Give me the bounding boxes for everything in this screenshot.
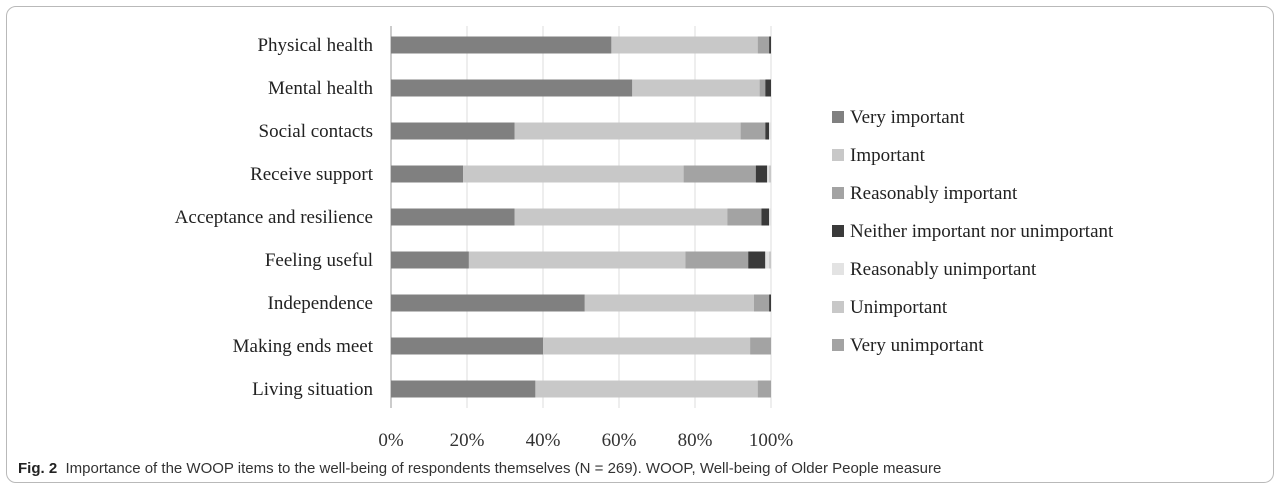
bars [391, 36, 771, 398]
bar-segment [391, 208, 515, 226]
x-tick-label: 40% [526, 430, 561, 451]
legend-label: Important [850, 145, 926, 166]
bar-segment [391, 251, 469, 269]
caption-label: Fig. 2 [18, 460, 58, 477]
bar-segment [391, 36, 612, 54]
category-label: Making ends meet [233, 336, 374, 357]
bar-segment [757, 380, 771, 398]
bar-segment [769, 36, 771, 54]
legend-swatch [832, 225, 844, 237]
x-tick-label: 20% [450, 430, 485, 451]
bar-segment [755, 165, 768, 183]
category-label: Independence [268, 293, 374, 314]
legend-label: Reasonably important [850, 183, 1018, 204]
legend-swatch [832, 111, 844, 123]
bar-segment [727, 208, 762, 226]
legend-label: Unimportant [850, 297, 948, 318]
bar-segment [468, 251, 686, 269]
category-labels: Physical health Mental health Social conta… [175, 35, 374, 400]
bar-segment [391, 337, 543, 355]
category-label: Social contacts [259, 121, 374, 142]
bar-segment [769, 122, 771, 140]
legend-swatch [832, 339, 844, 351]
category-label: Acceptance and resilience [175, 207, 373, 228]
bar-segment [391, 294, 585, 312]
bar-segment [769, 208, 771, 226]
bar-segment [514, 208, 728, 226]
bar-segment [463, 165, 684, 183]
bar-segment [769, 251, 771, 269]
bar-segment [753, 294, 770, 312]
bar-segment [683, 165, 756, 183]
bar-segment [535, 380, 758, 398]
bar-segment [765, 122, 770, 140]
category-label: Receive support [250, 164, 374, 185]
legend-label: Very unimportant [850, 335, 984, 356]
legend-swatch [832, 187, 844, 199]
caption-text: Importance of the WOOP items to the well… [65, 460, 942, 477]
figure-caption: Fig. 2 Importance of the WOOP items to t… [18, 460, 1268, 477]
bar-segment [761, 208, 770, 226]
bar-segment [391, 79, 633, 97]
legend-label: Neither important nor unimportant [850, 221, 1114, 242]
bar-segment [769, 165, 771, 183]
legend-label: Very important [850, 107, 965, 128]
bar-segment [765, 79, 771, 97]
bar-segment [391, 165, 464, 183]
category-label: Physical health [257, 35, 373, 56]
bar-segment [757, 36, 770, 54]
bar-segment [769, 294, 771, 312]
bar-segment [748, 251, 766, 269]
legend-swatch [832, 301, 844, 313]
bar-segment [391, 380, 536, 398]
bar-segment [391, 122, 515, 140]
bar-segment [543, 337, 751, 355]
legend-label: Reasonably unimportant [850, 259, 1037, 280]
legend: Very important Important Reasonably import… [832, 107, 1114, 356]
bar-segment [767, 165, 770, 183]
category-label: Living situation [252, 379, 373, 400]
category-label: Feeling useful [265, 250, 373, 271]
bar-segment [584, 294, 754, 312]
x-tick-label: 60% [602, 430, 637, 451]
bar-segment [765, 251, 770, 269]
bar-segment [685, 251, 749, 269]
x-tick-label: 0% [378, 430, 404, 451]
bar-segment [632, 79, 760, 97]
bar-segment [514, 122, 741, 140]
bar-segment [759, 79, 766, 97]
category-label: Mental health [268, 78, 373, 99]
bar-segment [611, 36, 758, 54]
x-tick-label: 100% [749, 430, 794, 451]
legend-swatch [832, 263, 844, 275]
legend-swatch [832, 149, 844, 161]
bar-segment [740, 122, 766, 140]
x-tick-labels: 0% 20% 40% 60% 80% 100% [378, 430, 793, 451]
x-tick-label: 80% [678, 430, 713, 451]
bar-segment [750, 337, 771, 355]
